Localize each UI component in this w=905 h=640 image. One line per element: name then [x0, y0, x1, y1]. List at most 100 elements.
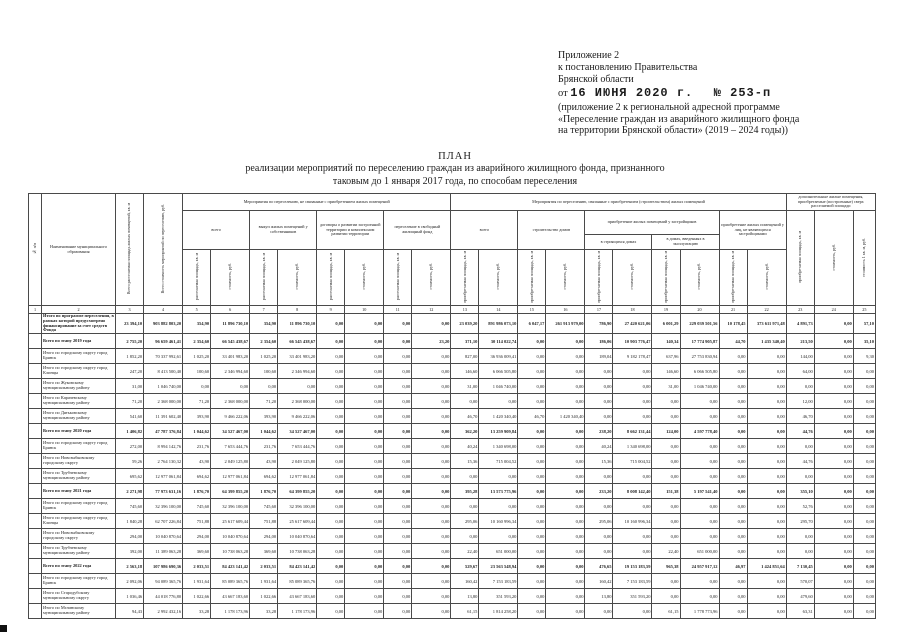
header-num: № п/п [28, 192, 42, 307]
value-cell: 295,06 [584, 513, 614, 530]
value-cell: 0,00 [813, 573, 854, 590]
value-cell: 0,00 [651, 438, 681, 455]
value-cell: 8 008 142,40 [612, 483, 653, 500]
value-cell: 0,00 [813, 348, 854, 365]
column-number: 8 [277, 305, 318, 315]
value-cell: 294,00 [249, 528, 279, 545]
column-number: 23 [785, 305, 815, 315]
value-cell: 85 089 365,76 [210, 573, 251, 590]
value-cell: 1 022,66 [249, 588, 279, 605]
value-cell: 351 593,20 [478, 588, 519, 605]
table-row: Итого по городскому округу город Клинцы 1… [28, 513, 877, 530]
value-cell: 0,00 [383, 438, 413, 455]
header-sub-cost: стоимость, руб. [277, 248, 318, 307]
value-cell: 231,76 [182, 438, 212, 455]
appendix-line: (приложение 2 к региональной адресной пр… [558, 101, 780, 113]
value-cell: 0,00 [584, 543, 614, 560]
value-cell: 1 340 698,00 [478, 438, 519, 455]
value-cell: 46,97 [718, 558, 748, 575]
value-cell: 965,38 [651, 558, 681, 575]
table-row: Итого по Жуковскому муниципальному район… [28, 378, 877, 395]
value-cell: 0,00 [718, 543, 748, 560]
value-cell: 0,00 [344, 558, 385, 575]
value-cell: 637,96 [651, 348, 681, 365]
value-cell: 0,00 [651, 573, 681, 590]
column-number: 18 [612, 305, 653, 315]
value-cell: 0,00 [651, 453, 681, 470]
value-cell: 0,00 [411, 588, 452, 605]
value-cell: 0,00 [316, 543, 346, 560]
value-cell: 0,00 [517, 468, 547, 485]
title-line: реализации мероприятий по переселению гр… [245, 163, 665, 175]
value-cell: 2 368 000,00 [277, 393, 318, 410]
municipality-name-cell: Всего по этапу 2020 года [40, 423, 117, 440]
value-cell: 0,00 [545, 588, 586, 605]
value-cell: 61,15 [450, 603, 480, 620]
value-cell: 2 092,06 [115, 573, 145, 590]
header-sub-cost: стоимость, руб. [344, 248, 385, 307]
header-sub-cost: стоимость, руб. [679, 248, 720, 307]
value-cell: 891 986 073,10 [478, 313, 519, 335]
value-cell: 1 876,70 [249, 483, 279, 500]
value-cell: 40,24 [584, 438, 614, 455]
value-cell: 1 046 740,00 [478, 378, 519, 395]
value-cell: 0,00 [344, 313, 385, 335]
value-cell: 0,00 [746, 573, 787, 590]
value-cell: 0,00 [612, 498, 653, 515]
header-g2-construction: строительство домов [517, 209, 586, 250]
value-cell: 0,00 [411, 468, 452, 485]
value-cell: 0,00 [718, 423, 748, 440]
value-cell: 0,00 [383, 393, 413, 410]
header-municipality: Наименование муниципального образования [40, 192, 117, 307]
header-g3-cost: стоимость, руб. [813, 209, 854, 307]
value-cell: 0,00 [316, 498, 346, 515]
value-cell: 160,42 [584, 573, 614, 590]
value-cell: 0,00 [517, 513, 547, 530]
value-cell: 33,28 [182, 603, 212, 620]
value-cell: 0,00 [785, 528, 815, 545]
row-number-cell [28, 573, 42, 590]
row-number-cell [28, 528, 42, 545]
value-cell: 7 153 183,59 [612, 573, 653, 590]
value-cell: 2 368 000,00 [143, 393, 184, 410]
value-cell: 0,00 [517, 528, 547, 545]
value-cell: 0,00 [411, 393, 452, 410]
value-cell: 11 896 730,10 [277, 313, 318, 335]
value-cell: 1 931,64 [249, 573, 279, 590]
value-cell: 160,42 [450, 573, 480, 590]
value-cell: 0,00 [852, 528, 877, 545]
value-cell: 0,00 [316, 513, 346, 530]
value-cell: 0,00 [517, 603, 547, 620]
value-cell: 0,00 [852, 498, 877, 515]
value-cell: 13,80 [584, 588, 614, 605]
value-cell: 2 563,18 [115, 558, 145, 575]
value-cell: 0,00 [746, 363, 787, 380]
municipality-name-cell: Итого по городскому округу город Брянск [40, 498, 117, 515]
value-cell: 0,00 [545, 363, 586, 380]
header-sub-buy-area: приобретаемая площадь, кв. м [584, 248, 614, 307]
value-cell: 0,00 [411, 348, 452, 365]
value-cell: 1 044,62 [249, 423, 279, 440]
value-cell: 0,00 [746, 393, 787, 410]
header-sub-area: расселяемая площадь, кв. м [249, 248, 279, 307]
value-cell: 0,00 [316, 333, 346, 350]
value-cell: 0,00 [813, 603, 854, 620]
header-g1-buyout: выкуп жилых помещений у собственников [249, 209, 318, 250]
table-row: Всего по этапу 2022 года 2 563,18 107 986 … [28, 558, 877, 575]
column-number: 12 [411, 305, 452, 315]
column-number: 24 [813, 305, 854, 315]
value-cell: 66 545 438,67 [210, 333, 251, 350]
value-cell: 0,00 [517, 558, 547, 575]
value-cell: 0,00 [852, 573, 877, 590]
value-cell: 0,00 [813, 333, 854, 350]
value-cell: 107 986 690,36 [143, 558, 184, 575]
document-number: № 253-п [713, 86, 772, 101]
row-number-cell [28, 378, 42, 395]
value-cell: 0,00 [852, 408, 877, 425]
value-cell: 0,00 [411, 528, 452, 545]
value-cell: 0,00 [718, 363, 748, 380]
header-sub-buy-area: приобретаемая площадь, кв. м [718, 248, 748, 307]
value-cell: 0,00 [545, 438, 586, 455]
value-cell: 10 738 063,28 [210, 543, 251, 560]
value-cell: 0,00 [316, 483, 346, 500]
